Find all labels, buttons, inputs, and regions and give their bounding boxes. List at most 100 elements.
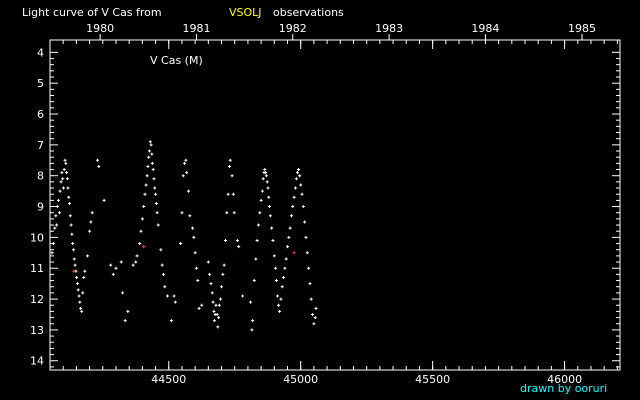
data-point	[300, 192, 304, 196]
data-point	[263, 168, 267, 172]
data-point	[169, 319, 173, 323]
data-point	[173, 300, 177, 304]
data-points	[50, 140, 318, 332]
data-point	[188, 214, 192, 218]
data-point	[225, 211, 229, 215]
data-point	[283, 266, 287, 270]
data-point	[144, 183, 148, 187]
data-point	[264, 171, 268, 175]
data-point	[292, 195, 296, 199]
plot-frame	[49, 39, 621, 371]
data-point	[140, 217, 144, 221]
data-point	[259, 198, 263, 202]
data-point	[61, 186, 65, 190]
y-tick-label: 10	[30, 231, 44, 244]
data-point	[80, 309, 84, 313]
data-point	[75, 275, 79, 279]
data-point	[150, 161, 154, 165]
data-point	[147, 155, 151, 159]
data-point	[187, 189, 191, 193]
data-point	[260, 189, 264, 193]
data-point	[152, 177, 156, 181]
data-point	[159, 248, 163, 252]
data-point	[72, 269, 76, 273]
y-tick-label: 14	[30, 355, 44, 368]
data-point	[280, 285, 284, 289]
data-point	[102, 198, 106, 202]
data-point	[282, 275, 286, 279]
data-point	[121, 291, 125, 295]
data-point	[77, 294, 81, 298]
x-tick-label: 46000	[547, 373, 582, 386]
data-point	[54, 214, 58, 218]
data-point	[241, 294, 245, 298]
data-point	[97, 164, 101, 168]
data-point	[279, 297, 283, 301]
data-point	[287, 235, 291, 239]
data-point	[50, 251, 54, 255]
data-point	[218, 297, 222, 301]
data-point	[274, 266, 278, 270]
data-point	[264, 174, 268, 178]
year-label: 1981	[182, 22, 210, 35]
data-point	[135, 254, 139, 258]
data-point	[194, 266, 198, 270]
data-point	[111, 272, 115, 276]
x-tick-label: 44500	[151, 373, 186, 386]
data-point	[165, 294, 169, 298]
data-point	[53, 226, 57, 230]
data-point	[293, 186, 297, 190]
data-point	[119, 260, 123, 264]
y-tick-label: 5	[37, 77, 44, 90]
year-label: 1982	[279, 22, 307, 35]
data-point	[254, 257, 258, 261]
data-point	[272, 254, 276, 258]
y-tick-label: 6	[37, 108, 44, 121]
data-point	[179, 242, 183, 246]
data-point	[209, 282, 213, 286]
data-point	[267, 195, 271, 199]
data-point	[184, 158, 188, 162]
data-point	[303, 220, 307, 224]
data-point	[156, 223, 160, 227]
data-point	[83, 269, 87, 273]
data-point	[222, 263, 226, 267]
data-point	[75, 282, 79, 286]
data-point	[296, 171, 300, 175]
data-point	[90, 211, 94, 215]
x-tick-label: 45500	[415, 373, 450, 386]
data-point	[223, 238, 227, 242]
data-point	[55, 205, 59, 209]
data-point	[138, 242, 142, 246]
data-point	[149, 143, 153, 147]
data-point	[230, 174, 234, 178]
data-point	[71, 242, 75, 246]
inset-label: V Cas (M)	[150, 54, 203, 67]
data-point	[210, 291, 214, 295]
data-point	[153, 186, 157, 190]
data-point	[304, 235, 308, 239]
data-point	[252, 279, 256, 283]
data-point	[313, 316, 317, 320]
data-point	[56, 198, 60, 202]
data-point	[71, 248, 75, 252]
data-point	[266, 186, 270, 190]
data-point	[277, 303, 281, 307]
y-tick-label: 7	[37, 139, 44, 152]
data-point	[197, 306, 201, 310]
data-point	[297, 168, 301, 172]
data-point	[85, 254, 89, 258]
data-point	[73, 263, 77, 267]
data-point	[126, 309, 130, 313]
data-point	[308, 282, 312, 286]
data-point	[55, 223, 59, 227]
data-point	[220, 285, 224, 289]
data-point	[212, 309, 216, 313]
data-point	[301, 205, 305, 209]
data-point	[72, 257, 76, 261]
data-point	[249, 300, 253, 304]
credit-text: drawn by ooruri	[520, 382, 607, 395]
data-point	[78, 300, 82, 304]
data-point	[208, 272, 212, 276]
data-point	[89, 220, 93, 224]
